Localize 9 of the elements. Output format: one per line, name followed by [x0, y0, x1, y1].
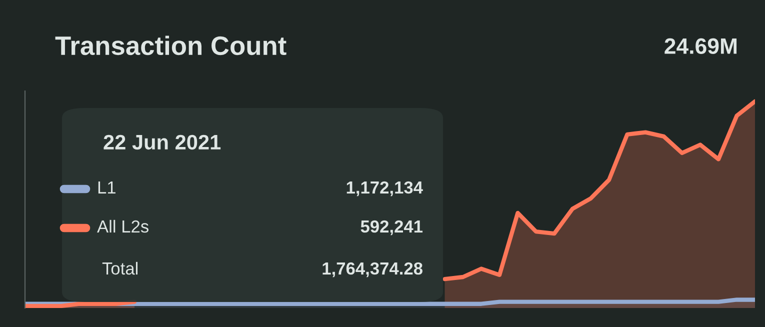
- text: 24.69M: [664, 38, 737, 54]
- legend-label: All L2s: [97, 220, 148, 233]
- annotation: 1,764,374.28: [322, 262, 422, 278]
- annotation: 1,172,134: [346, 181, 423, 196]
- legend-label: L1: [98, 182, 116, 194]
- annotation: 592,241: [360, 220, 423, 236]
- chart-title: Transaction Count: [55, 36, 286, 56]
- legend-title: 22 Jun 2021: [104, 134, 221, 150]
- annotation: Total: [102, 262, 138, 275]
